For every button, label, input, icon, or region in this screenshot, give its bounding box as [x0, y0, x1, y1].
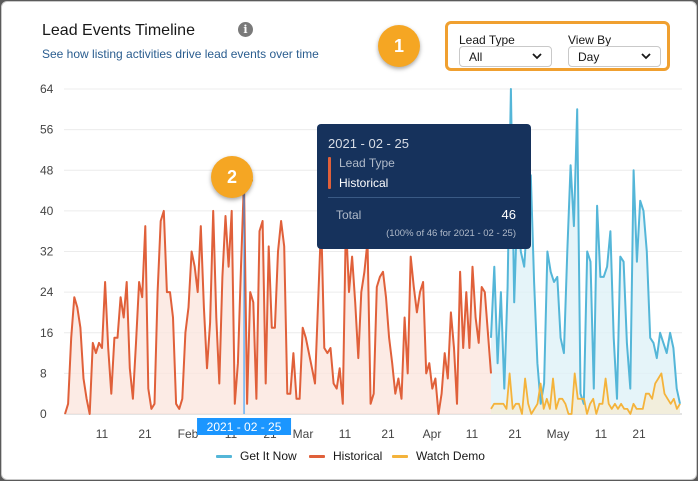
- x-tick-label: Mar: [293, 427, 314, 441]
- y-tick-label: 56: [40, 123, 54, 137]
- y-tick-label: 40: [40, 204, 54, 218]
- card-subtitle: See how listing activities drive lead ev…: [42, 47, 319, 61]
- lead-type-value: All: [469, 50, 483, 64]
- card-title: Lead Events Timeline: [42, 22, 195, 39]
- legend-item-get-it-now[interactable]: Get It Now: [216, 449, 297, 463]
- x-tick-label: May: [547, 427, 570, 441]
- y-tick-label: 16: [40, 326, 54, 340]
- callout-badge-1: 1: [378, 25, 420, 67]
- tooltip-total-label: Total: [336, 208, 362, 222]
- chevron-down-icon: [532, 53, 542, 60]
- info-icon[interactable]: i: [238, 22, 253, 37]
- tooltip-note: (100% of 46 for 2021 - 02 - 25): [386, 228, 516, 239]
- view-by-select[interactable]: Day: [568, 46, 661, 67]
- view-by-label: View By: [568, 33, 612, 47]
- x-tick-label: 11: [339, 427, 352, 441]
- tooltip-date: 2021 - 02 - 25: [328, 136, 409, 151]
- get-it-now-line: [490, 88, 681, 405]
- crosshair-label-bg: [197, 418, 292, 435]
- historical-line: [64, 179, 492, 415]
- legend-swatch: [216, 455, 232, 459]
- x-tick-label: 21: [508, 427, 522, 441]
- y-tick-label: 8: [40, 366, 47, 380]
- view-by-value: Day: [578, 50, 600, 64]
- y-tick-label: 48: [40, 163, 54, 177]
- y-tick-label: 64: [40, 82, 54, 96]
- x-tick-label: Feb: [178, 427, 199, 441]
- legend-swatch: [392, 455, 408, 459]
- y-tick-label: 32: [40, 245, 54, 259]
- filters-highlight: [445, 21, 670, 71]
- chevron-down-icon: [641, 53, 651, 60]
- y-tick-label: 24: [40, 285, 54, 299]
- tooltip-series-label: Lead Type: [339, 156, 395, 170]
- y-tick-label: 0: [40, 407, 47, 421]
- x-tick-label: 21: [138, 427, 152, 441]
- tooltip-series-swatch: [328, 157, 331, 189]
- get-it-now-area: [491, 89, 680, 414]
- lead-type-label: Lead Type: [459, 33, 515, 47]
- historical-area: [65, 180, 491, 414]
- legend-item-watch-demo[interactable]: Watch Demo: [392, 449, 485, 463]
- x-tick-label: 21: [632, 427, 646, 441]
- x-tick-label: 11: [595, 427, 608, 441]
- legend-swatch: [309, 455, 325, 459]
- legend-label: Historical: [333, 449, 383, 463]
- watch-demo-line: [490, 372, 681, 415]
- crosshair-label: 2021 - 02 - 25: [207, 420, 282, 434]
- chart-tooltip: 2021 - 02 - 25 Lead Type Historical Tota…: [317, 124, 531, 249]
- legend-item-historical[interactable]: Historical: [309, 449, 382, 463]
- lead-type-select[interactable]: All: [459, 46, 552, 67]
- x-tick-label: 21: [381, 427, 395, 441]
- tooltip-divider: [328, 197, 520, 198]
- callout-badge-2: 2: [211, 156, 253, 198]
- tooltip-series-value: Historical: [339, 176, 389, 190]
- x-tick-label: 11: [96, 427, 109, 441]
- legend-label: Watch Demo: [416, 449, 485, 463]
- legend-label: Get It Now: [240, 449, 297, 463]
- x-tick-label: 11: [466, 427, 479, 441]
- x-tick-label: Apr: [423, 427, 442, 441]
- tooltip-total-value: 46: [501, 207, 516, 222]
